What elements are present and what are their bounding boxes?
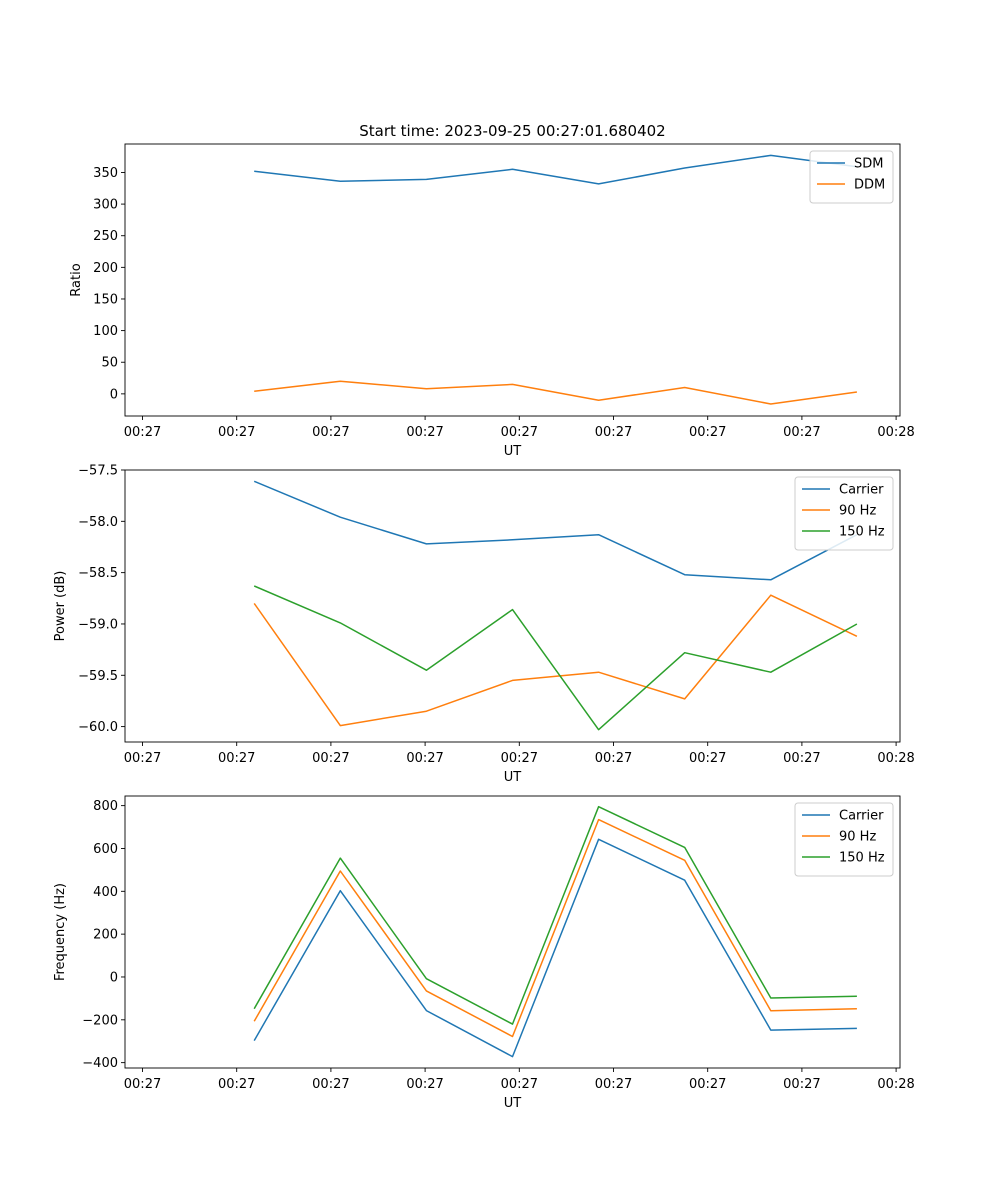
x-tick-label: 00:27 xyxy=(595,751,632,766)
y-tick-label: −400 xyxy=(82,1056,118,1071)
series-line-90-hz xyxy=(253,594,858,727)
y-axis-label: Frequency (Hz) xyxy=(53,883,68,981)
y-tick-label: −60.0 xyxy=(78,720,118,735)
series-line-ddm xyxy=(254,380,858,405)
y-tick-label: 150 xyxy=(93,292,118,307)
x-tick-label: 00:27 xyxy=(312,1077,349,1092)
chart-panel-1: 0 50 100 150 200 250 300 350 00:27 00:27 00:27 00:2… xyxy=(69,143,915,459)
x-axis-label: UT xyxy=(504,444,522,459)
legend-label-carrier: Carrier xyxy=(839,809,884,824)
y-tick-label: −200 xyxy=(82,1013,118,1028)
series-line-90-hz xyxy=(253,818,857,1038)
y-tick-label: −58.0 xyxy=(78,515,118,530)
y-tick-label: −58.5 xyxy=(78,566,118,581)
x-tick-label: 00:27 xyxy=(501,425,538,440)
x-tick-label: 00:27 xyxy=(124,1077,161,1092)
x-tick-label: 00:27 xyxy=(689,1077,726,1092)
x-tick-label: 00:27 xyxy=(783,425,820,440)
x-axis-label: UT xyxy=(504,1096,522,1111)
x-tick-label: 00:27 xyxy=(595,1077,632,1092)
x-tick-label: 00:27 xyxy=(312,751,349,766)
x-tick-label: 00:27 xyxy=(689,751,726,766)
y-tick-label: 400 xyxy=(93,885,118,900)
y-tick-label: 350 xyxy=(93,166,118,181)
legend-label-sdm: SDM xyxy=(854,157,883,172)
chart-panel-2: −60.0 −59.5 −59.0 −58.5 −58.0 −57.5 00:27 00:27… xyxy=(53,464,915,786)
x-tick-label: 00:27 xyxy=(501,1077,538,1092)
y-axis-label: Ratio xyxy=(69,263,84,296)
chart-title: Start time: 2023-09-25 00:27:01.680402 xyxy=(359,122,665,140)
x-tick-label: 00:27 xyxy=(218,751,255,766)
series-line-sdm xyxy=(254,154,857,185)
x-tick-label: 00:27 xyxy=(595,425,632,440)
y-tick-label: −59.5 xyxy=(78,669,118,684)
x-tick-label: 00:27 xyxy=(312,425,349,440)
y-tick-label: 100 xyxy=(93,324,118,339)
x-tick-label: 00:27 xyxy=(124,425,161,440)
x-tick-label: 00:28 xyxy=(877,1077,914,1092)
chart-panel-3: −400 −200 0 200 400 600 800 00:27 00:27 00:27 00:2… xyxy=(53,795,915,1111)
y-tick-label: −59.0 xyxy=(78,617,118,632)
series-line-150-hz xyxy=(253,805,857,1025)
y-tick-label: 250 xyxy=(93,229,118,244)
y-tick-label: 200 xyxy=(93,261,118,276)
axes-frame xyxy=(124,795,901,1069)
x-tick-label: 00:27 xyxy=(406,1077,443,1092)
x-tick-label: 00:27 xyxy=(218,1077,255,1092)
y-tick-label: 50 xyxy=(101,356,118,371)
y-tick-label: 800 xyxy=(93,799,118,814)
x-tick-label: 00:28 xyxy=(877,751,914,766)
legend-label-carrier: Carrier xyxy=(839,483,884,498)
x-tick-label: 00:27 xyxy=(783,1077,820,1092)
x-axis-label: UT xyxy=(504,770,522,785)
y-tick-label: 200 xyxy=(93,928,118,943)
series-line-carrier xyxy=(253,838,857,1058)
x-tick-label: 00:27 xyxy=(689,425,726,440)
y-tick-label: 0 xyxy=(110,387,118,402)
x-tick-label: 00:27 xyxy=(501,751,538,766)
axes-frame xyxy=(124,143,901,417)
x-tick-label: 00:27 xyxy=(406,751,443,766)
x-tick-label: 00:28 xyxy=(877,425,914,440)
y-tick-label: 600 xyxy=(93,842,118,857)
y-tick-label: −57.5 xyxy=(78,464,118,479)
x-tick-label: 00:27 xyxy=(783,751,820,766)
legend-label-90-hz: 90 Hz xyxy=(839,504,876,519)
y-axis-label: Power (dB) xyxy=(53,571,68,642)
series-line-150-hz xyxy=(253,585,858,731)
legend-label-ddm: DDM xyxy=(854,178,885,193)
x-tick-label: 00:27 xyxy=(406,425,443,440)
legend-label-150-hz: 150 Hz xyxy=(839,525,885,540)
legend-box xyxy=(809,150,894,204)
legend-label-150-hz: 150 Hz xyxy=(839,851,885,866)
axes-frame xyxy=(124,469,901,743)
y-tick-label: 0 xyxy=(110,970,118,985)
legend-label-90-hz: 90 Hz xyxy=(839,830,876,845)
x-tick-label: 00:27 xyxy=(124,751,161,766)
x-tick-label: 00:27 xyxy=(218,425,255,440)
series-line-carrier xyxy=(253,480,858,581)
y-tick-label: 300 xyxy=(93,198,118,213)
